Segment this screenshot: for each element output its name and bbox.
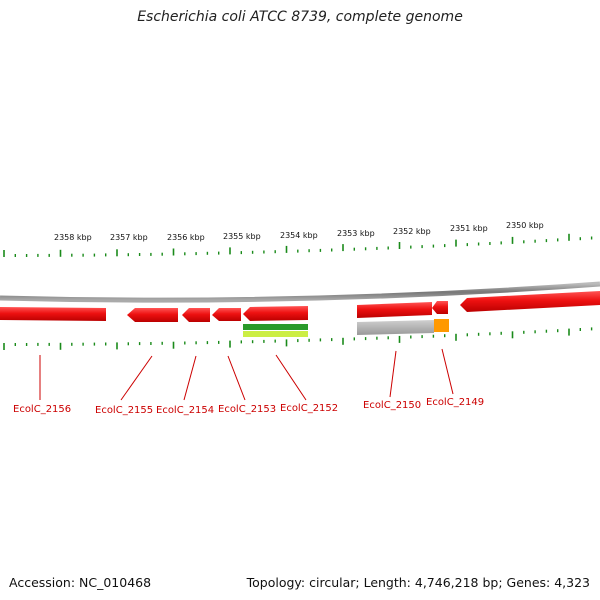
gene-arrow[interactable] (212, 308, 241, 321)
feature-band-grey (357, 320, 434, 335)
gene-label[interactable]: EcolC_2154 (156, 405, 214, 416)
kbp-labels: 2358 kbp 2357 kbp 2356 kbp 2355 kbp 2354… (54, 221, 544, 242)
kbp-label: 2354 kbp (280, 231, 318, 240)
gene-label[interactable]: EcolC_2149 (426, 397, 484, 408)
connector-line (275, 354, 307, 401)
gene-arrow[interactable] (357, 302, 432, 318)
gene-arrow[interactable] (460, 291, 600, 312)
gene-label[interactable]: EcolC_2155 (95, 405, 153, 416)
ticks-lower (3, 327, 593, 350)
ticks-upper (3, 233, 593, 257)
gene-arrow[interactable] (127, 308, 178, 322)
feature-band-green (243, 324, 308, 330)
connector-line (389, 350, 397, 398)
connector-line (120, 355, 153, 401)
map-title: Escherichia coli ATCC 8739, complete gen… (137, 9, 463, 25)
gene-label[interactable]: EcolC_2156 (13, 404, 71, 415)
kbp-label: 2351 kbp (450, 224, 488, 233)
gene-label[interactable]: EcolC_2153 (218, 404, 276, 415)
label-connectors (39, 348, 454, 401)
kbp-label: 2356 kbp (167, 233, 205, 242)
gene-label[interactable]: EcolC_2150 (363, 400, 421, 411)
gene-arrow[interactable] (182, 308, 210, 322)
feature-band-lime (243, 331, 308, 337)
accession-text: Accession: NC_010468 (9, 575, 152, 590)
gene-label[interactable]: EcolC_2152 (280, 403, 338, 414)
connector-line (227, 355, 246, 401)
gene-arrow[interactable] (243, 306, 308, 321)
connector-line (183, 355, 197, 401)
kbp-label: 2355 kbp (223, 232, 261, 241)
connector-line (441, 348, 454, 395)
feature-band-orange (434, 319, 449, 332)
kbp-label: 2352 kbp (393, 227, 431, 236)
gene-labels: EcolC_2156 EcolC_2155 EcolC_2154 EcolC_2… (13, 397, 484, 416)
gene-features (0, 291, 600, 337)
gene-arrow[interactable] (0, 307, 106, 321)
kbp-label: 2353 kbp (337, 229, 375, 238)
kbp-label: 2350 kbp (506, 221, 544, 230)
kbp-label: 2358 kbp (54, 233, 92, 242)
genome-summary-text: Topology: circular; Length: 4,746,218 bp… (246, 575, 590, 590)
kbp-label: 2357 kbp (110, 233, 148, 242)
gene-arrow[interactable] (432, 301, 448, 314)
genome-backbone (0, 281, 600, 303)
